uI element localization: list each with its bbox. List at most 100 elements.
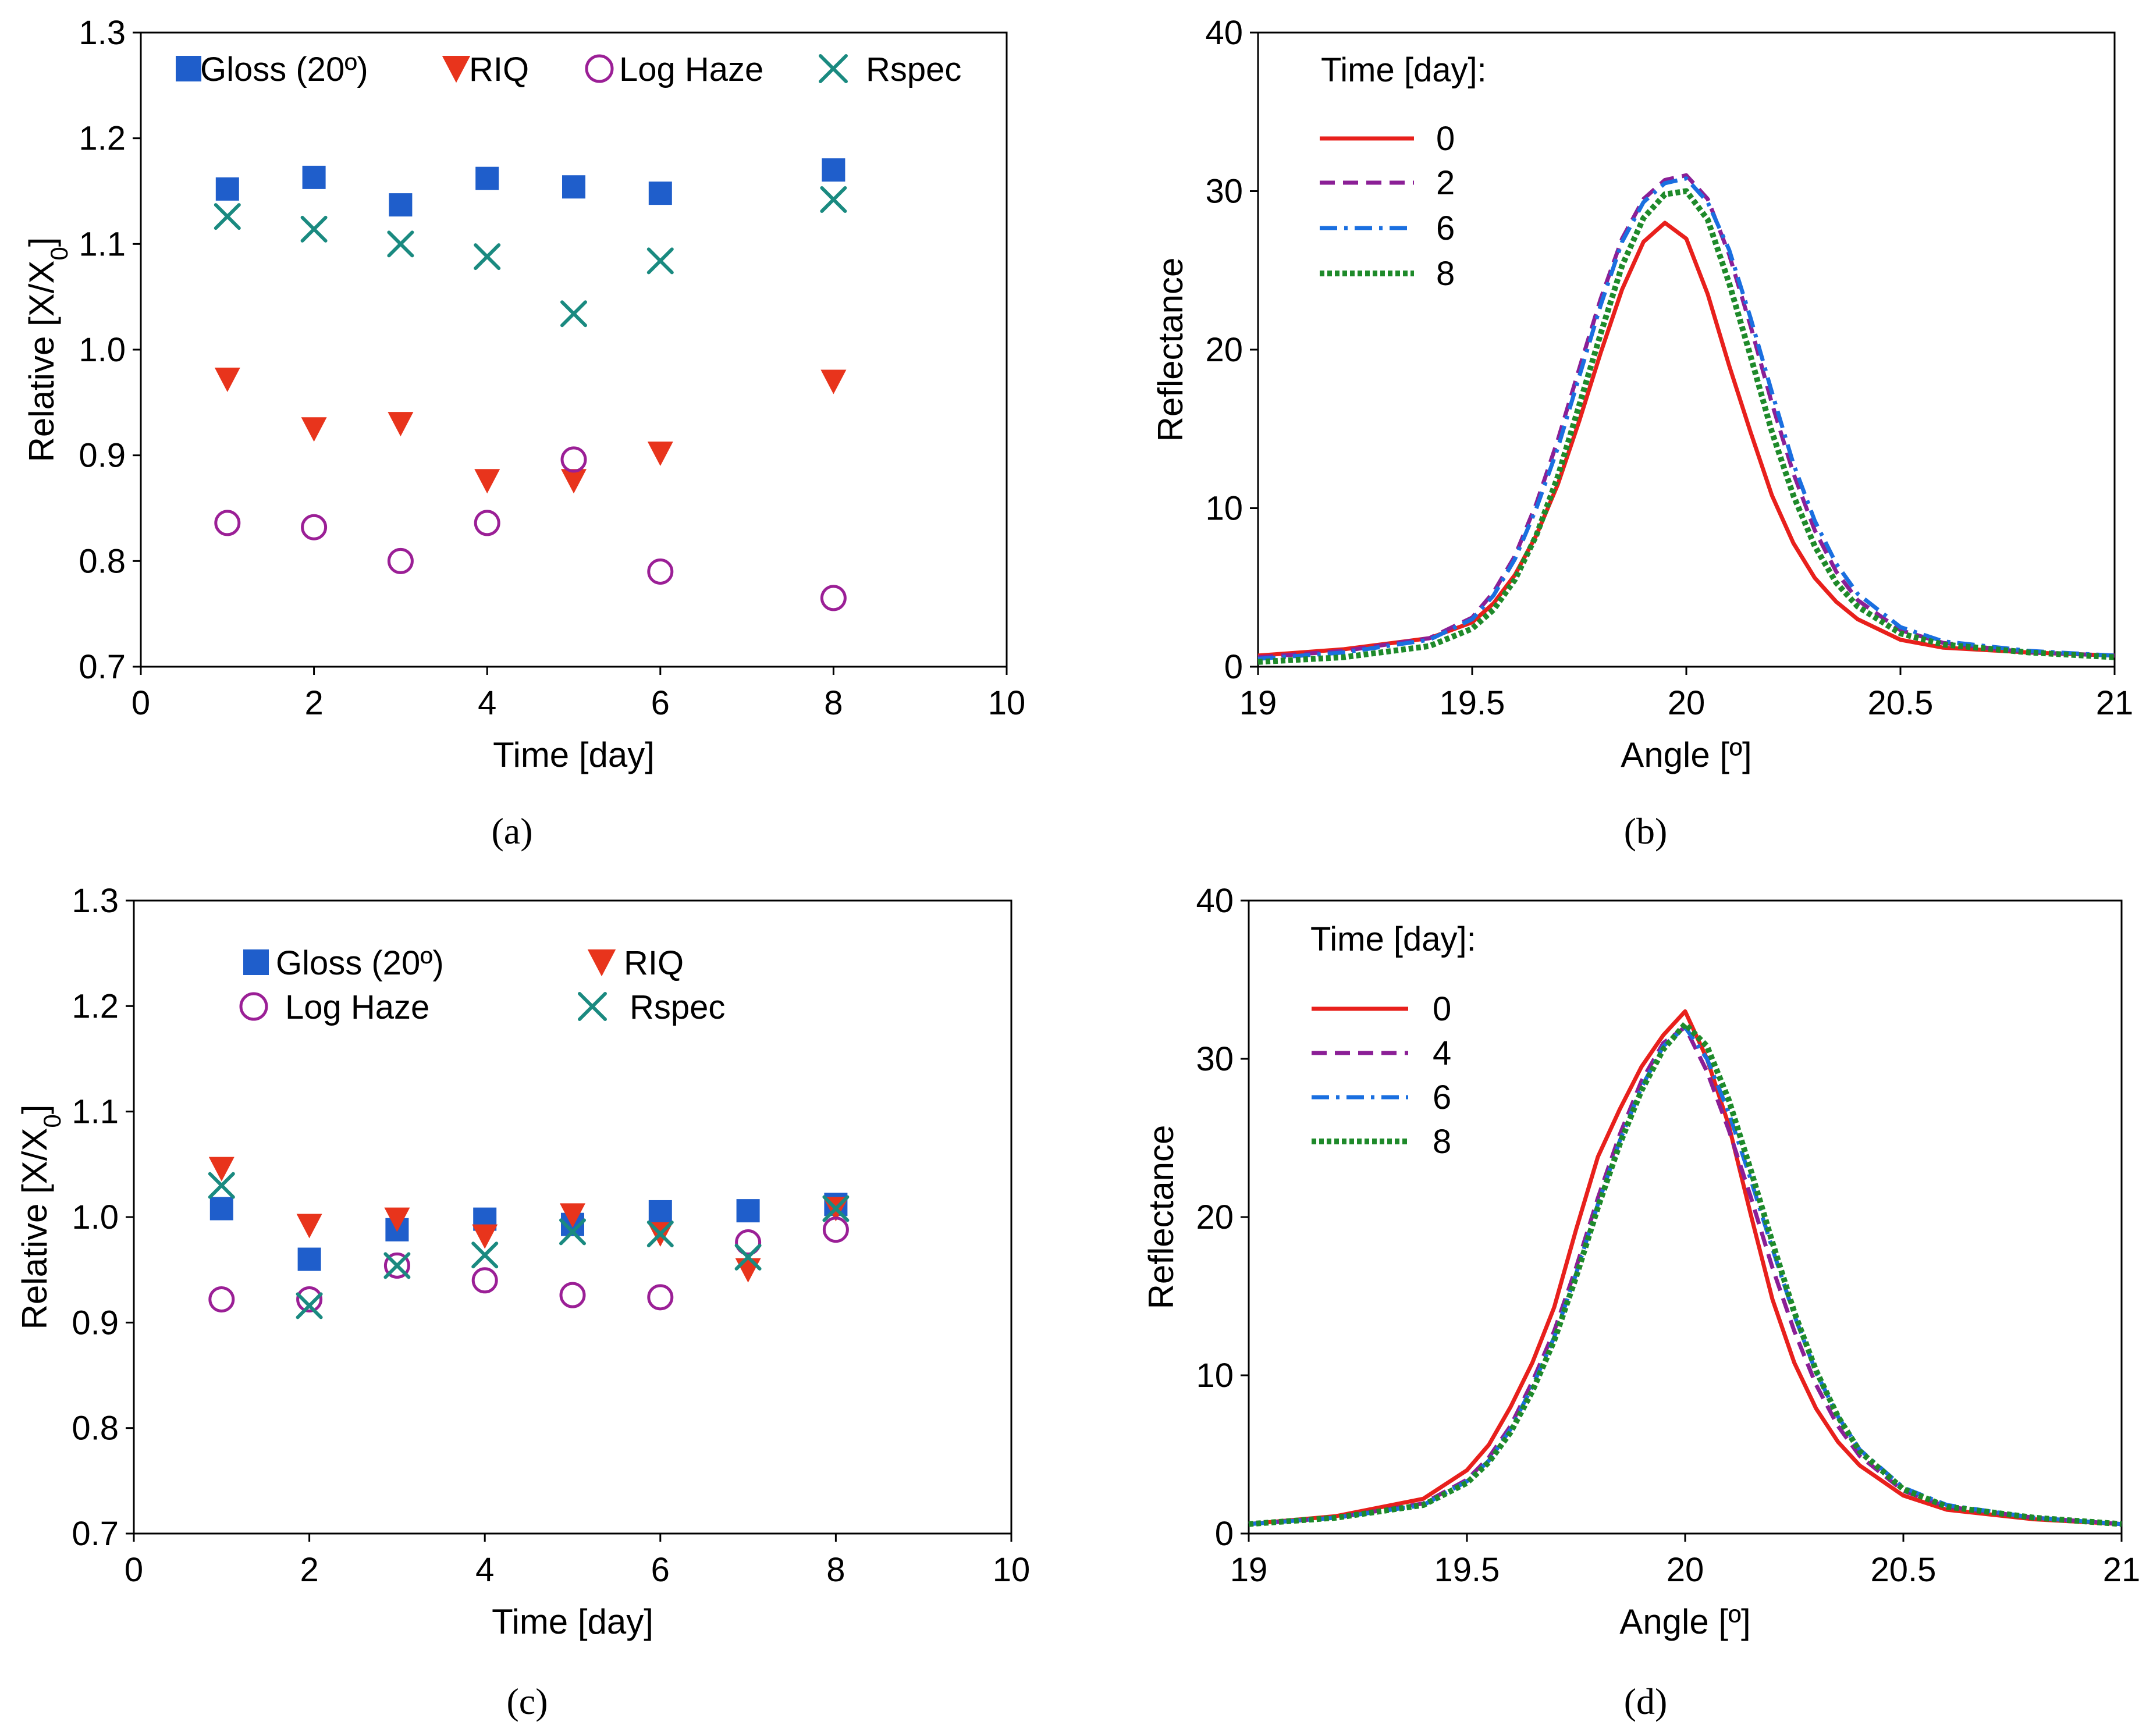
- data-point: [296, 1214, 322, 1239]
- y-tick-label: 0.9: [79, 437, 126, 475]
- data-point: [646, 247, 674, 275]
- x-axis-title: Angle [º]: [1621, 735, 1751, 774]
- x-tick-label: 10: [993, 1551, 1031, 1589]
- y-tick-label: 1.3: [72, 882, 119, 920]
- legend-marker: [176, 56, 201, 81]
- y-tick-label: 0.9: [72, 1304, 119, 1342]
- x-tick-label: 10: [988, 684, 1026, 722]
- panel-label: (d): [1624, 1681, 1668, 1722]
- data-point: [387, 547, 414, 574]
- x-tick-label: 0: [125, 1551, 143, 1589]
- series-gloss-20-: [215, 158, 845, 217]
- data-point: [474, 469, 500, 494]
- y-tick-label: 10: [1205, 490, 1243, 528]
- x-tick-label: 8: [824, 684, 843, 722]
- data-point: [822, 158, 845, 182]
- data-point: [560, 1203, 585, 1228]
- panel-label: (c): [506, 1681, 548, 1722]
- y-tick-label: 20: [1205, 331, 1243, 369]
- legend-label: 0: [1433, 990, 1451, 1028]
- data-point: [647, 558, 674, 585]
- y-axis-title: Relative [X/X0]: [15, 1105, 66, 1330]
- data-point: [560, 446, 587, 473]
- legend-marker: [587, 949, 616, 977]
- y-tick-label: 1.1: [79, 225, 126, 263]
- y-tick-label: 1.2: [79, 120, 126, 158]
- y-tick-label: 0: [1215, 1515, 1234, 1553]
- y-tick-label: 10: [1196, 1357, 1234, 1395]
- data-point: [301, 417, 327, 442]
- data-point: [736, 1199, 760, 1223]
- data-point: [302, 165, 326, 189]
- data-point: [296, 1292, 323, 1319]
- legend-label: RIQ: [469, 51, 529, 88]
- y-tick-label: 0.7: [79, 648, 126, 686]
- x-axis-title: Angle [º]: [1619, 1602, 1750, 1641]
- data-point: [383, 1252, 411, 1279]
- data-point: [559, 1218, 586, 1246]
- data-point: [208, 1157, 235, 1182]
- data-point: [560, 300, 587, 328]
- data-point: [822, 1195, 850, 1222]
- data-point: [474, 243, 501, 271]
- data-point: [561, 469, 587, 494]
- legend-label: Log Haze: [619, 51, 763, 88]
- x-tick-label: 6: [651, 684, 670, 722]
- data-point: [387, 230, 414, 258]
- data-point: [647, 442, 673, 467]
- y-tick-label: 1.1: [72, 1093, 119, 1131]
- legend-marker: [239, 992, 268, 1021]
- y-axis-title: Relative [X/X0]: [22, 237, 73, 463]
- x-axis-title: Time [day]: [492, 1602, 653, 1641]
- series-riq: [214, 367, 847, 494]
- data-point: [383, 1252, 410, 1279]
- x-tick-label: 19.5: [1434, 1551, 1500, 1589]
- y-axis-title: Reflectance: [1151, 258, 1190, 442]
- series-line-day-0: [1257, 220, 2115, 658]
- x-tick-label: 4: [478, 684, 496, 722]
- data-point: [648, 1200, 672, 1223]
- data-point: [215, 177, 239, 201]
- data-point: [646, 1221, 674, 1248]
- series-line-day-8: [1248, 1021, 2122, 1527]
- x-tick-label: 19: [1239, 684, 1277, 722]
- data-point: [296, 1286, 323, 1312]
- x-tick-label: 4: [475, 1551, 494, 1589]
- y-tick-label: 30: [1205, 173, 1243, 211]
- y-tick-label: 40: [1205, 14, 1243, 52]
- legend-label: 6: [1436, 209, 1455, 247]
- y-tick-label: 1.2: [72, 987, 119, 1025]
- x-tick-label: 21: [2103, 1551, 2141, 1589]
- data-point: [648, 182, 672, 205]
- x-tick-label: 2: [300, 1551, 318, 1589]
- data-point: [474, 510, 500, 536]
- legend-label: 4: [1433, 1034, 1451, 1072]
- data-point: [475, 166, 499, 190]
- y-tick-label: 30: [1196, 1040, 1234, 1078]
- y-tick-label: 0.8: [72, 1410, 119, 1447]
- data-point: [297, 1247, 321, 1271]
- panel-label: (a): [491, 810, 532, 852]
- x-tick-label: 20.5: [1871, 1551, 1937, 1589]
- x-axis-title: Time [day]: [493, 735, 655, 774]
- data-point: [389, 193, 413, 217]
- data-point: [301, 514, 328, 540]
- data-point: [735, 1229, 762, 1256]
- legend-label: Rspec: [630, 988, 725, 1026]
- data-point: [209, 1197, 233, 1221]
- data-point: [214, 367, 240, 392]
- x-tick-label: 8: [826, 1551, 845, 1589]
- legend-marker: [585, 54, 614, 83]
- y-axis-title: Reflectance: [1142, 1125, 1181, 1310]
- legend-marker: [442, 56, 471, 83]
- series-log-haze: [214, 446, 847, 611]
- data-point: [384, 1207, 410, 1232]
- x-tick-label: 6: [651, 1551, 670, 1589]
- y-tick-label: 1.0: [79, 331, 126, 369]
- panel-label: (b): [1624, 810, 1668, 852]
- x-tick-label: 19: [1230, 1551, 1268, 1589]
- series-line-day-0: [1248, 1009, 2122, 1527]
